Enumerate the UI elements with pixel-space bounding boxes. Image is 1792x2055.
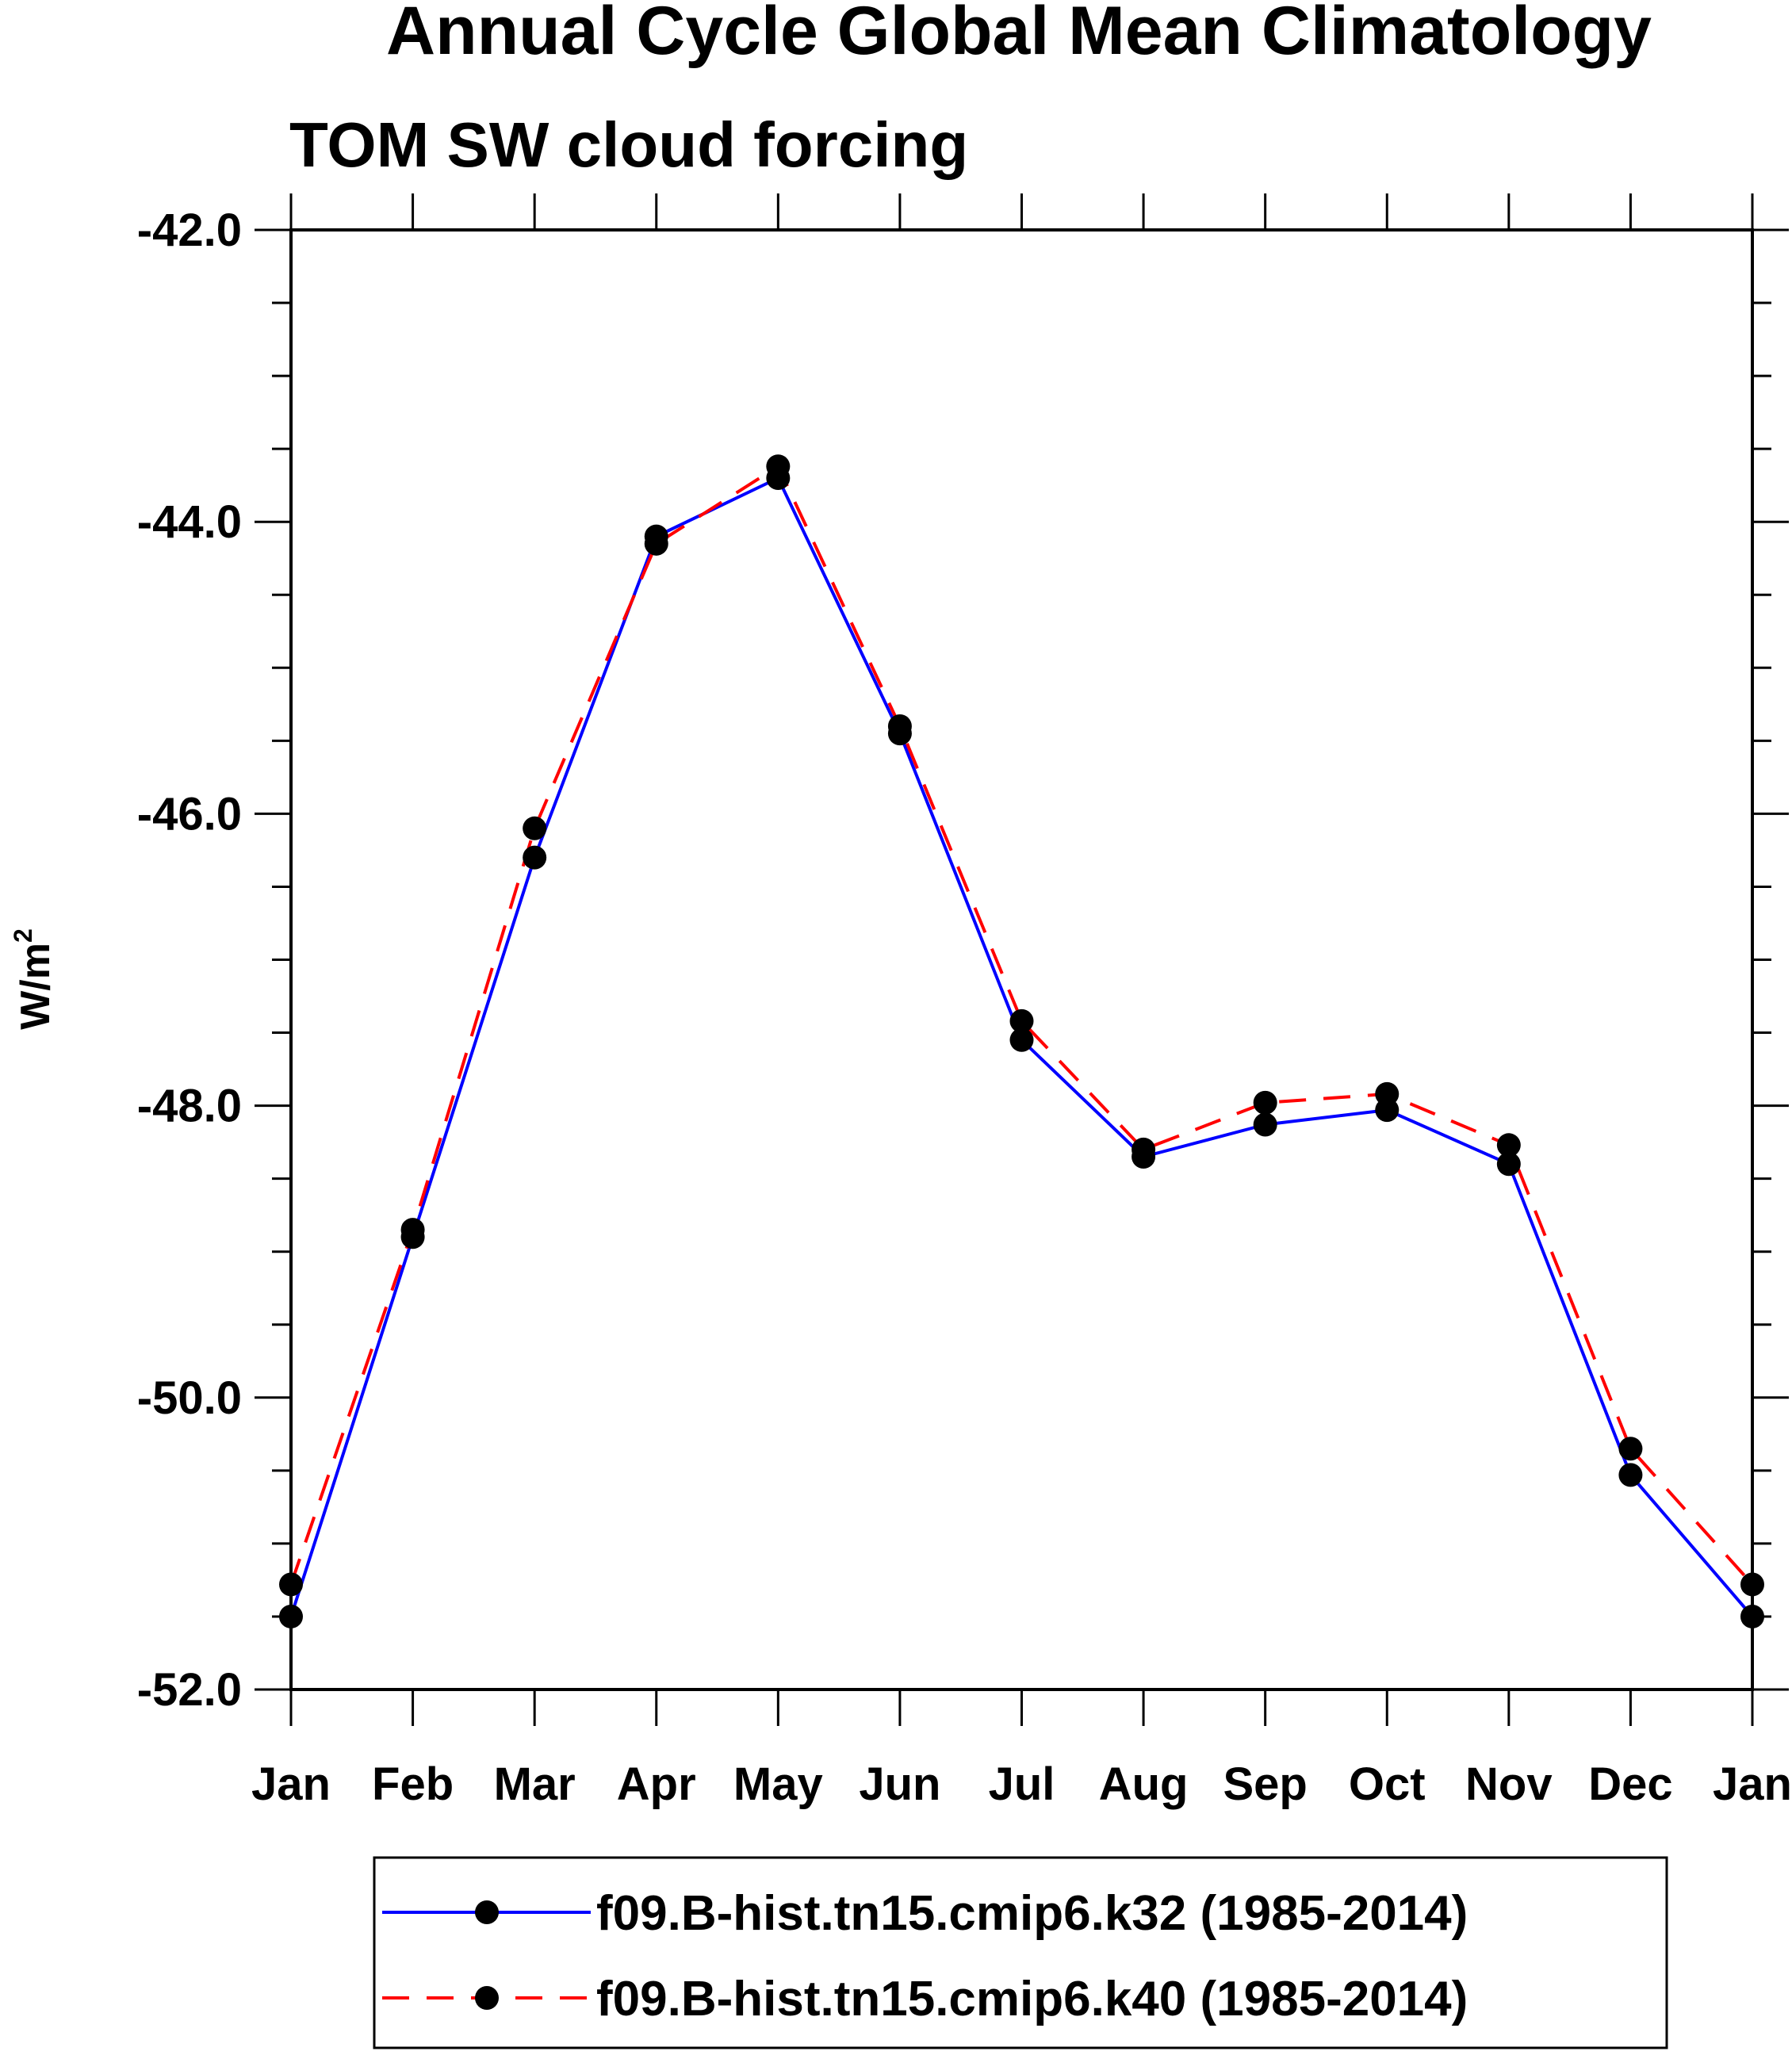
data-point-k32	[1253, 1112, 1277, 1137]
data-point-k32	[1009, 1028, 1034, 1052]
x-tick-label: Nov	[1465, 1758, 1553, 1810]
data-point-k40	[766, 454, 791, 479]
data-point-k40	[1009, 1008, 1034, 1033]
data-point-k32	[279, 1604, 303, 1628]
series-layer	[279, 454, 1764, 1628]
x-tick-label: Jan	[251, 1758, 331, 1810]
y-axis-label: W/m2	[9, 928, 59, 1030]
legend-box	[373, 1856, 1668, 2049]
data-point-k32	[523, 845, 547, 870]
chart-subtitle: TOM SW cloud forcing	[289, 109, 968, 180]
plot-frame	[289, 228, 1754, 1691]
legend-marker-k32	[475, 1900, 499, 1924]
legend-marker-k40	[475, 1986, 499, 2010]
axis-ticks	[255, 193, 1789, 1726]
data-point-k40	[1375, 1081, 1400, 1106]
x-tick-label: Jun	[859, 1758, 940, 1810]
x-tick-label: Aug	[1099, 1758, 1189, 1810]
data-point-k32	[1496, 1152, 1521, 1177]
x-tick-label: Jul	[989, 1758, 1055, 1810]
x-tick-label: Apr	[617, 1758, 696, 1810]
x-tick-label: Dec	[1588, 1758, 1672, 1810]
data-point-k40	[400, 1218, 425, 1242]
y-tick-label: -50.0	[137, 1372, 242, 1424]
data-point-k40	[279, 1572, 303, 1597]
legend-label-k32: f09.B-hist.tn15.cmip6.k32 (1985-2014)	[596, 1886, 1468, 1941]
x-tick-label: Oct	[1349, 1758, 1426, 1810]
x-tick-label: Feb	[372, 1758, 454, 1810]
data-point-k40	[1131, 1137, 1156, 1161]
x-tick-label: Mar	[494, 1758, 576, 1810]
y-tick-label: -48.0	[137, 1081, 242, 1132]
y-tick-label: -42.0	[137, 205, 242, 256]
x-tick-label: Sep	[1223, 1758, 1307, 1810]
data-point-k32	[1740, 1604, 1764, 1628]
x-tick-label: May	[733, 1758, 823, 1810]
data-point-k40	[1740, 1572, 1764, 1597]
y-tick-label: -52.0	[137, 1664, 242, 1716]
y-tick-labels: -52.0 -50.0 -48.0 -46.0 -44.0 -42.0	[137, 205, 242, 1716]
data-point-k40	[1253, 1090, 1277, 1115]
y-tick-label: -44.0	[137, 496, 242, 548]
x-tick-label: Jan	[1713, 1758, 1792, 1810]
data-point-k40	[1496, 1133, 1521, 1158]
data-point-k40	[523, 816, 547, 840]
x-tick-labels: Jan Feb Mar Apr May Jun Jul Aug Sep Oct Nov Dec Jan	[251, 1758, 1792, 1810]
y-tick-label: -46.0	[137, 788, 242, 840]
data-point-k40	[1618, 1437, 1643, 1461]
data-point-k40	[887, 714, 912, 738]
legend: f09.B-hist.tn15.cmip6.k32 (1985-2014) f0…	[373, 1856, 1668, 2049]
y-axis-label-text: W/m	[13, 943, 59, 1030]
chart-title: Annual Cycle Global Mean Climatology	[386, 0, 1652, 69]
data-point-k40	[644, 531, 668, 556]
y-axis-label-superscript: 2	[9, 928, 37, 943]
legend-label-k40: f09.B-hist.tn15.cmip6.k40 (1985-2014)	[596, 1972, 1468, 2026]
data-point-k32	[1618, 1463, 1643, 1487]
